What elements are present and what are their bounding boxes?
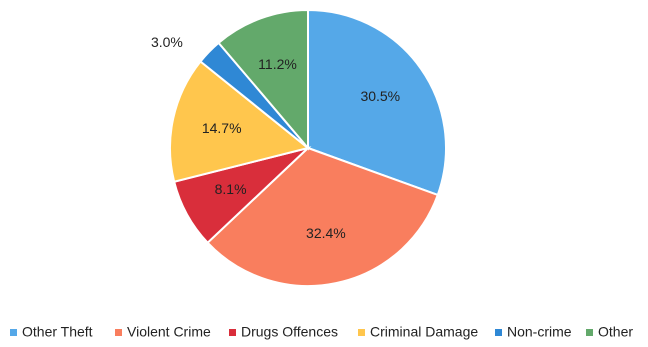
legend-swatch xyxy=(495,329,502,336)
data-label-group: 30.5% 32.4% 8.1% 14.7% 3.0% 11.2% xyxy=(151,34,400,241)
data-label: 32.4% xyxy=(306,225,346,241)
legend-item: Other Theft xyxy=(10,324,93,340)
pie-slice-other-theft xyxy=(307,8,447,197)
legend-swatch xyxy=(358,329,365,336)
legend-label: Other xyxy=(598,324,633,340)
legend-swatch xyxy=(10,329,17,336)
legend-item: Criminal Damage xyxy=(358,324,478,340)
legend-swatch xyxy=(115,329,122,336)
data-label: 11.2% xyxy=(258,56,297,72)
data-label: 30.5% xyxy=(360,88,400,104)
legend-label: Violent Crime xyxy=(127,324,211,340)
pie-slice-other xyxy=(217,8,309,151)
pie-slice-violent-crime xyxy=(206,146,440,287)
legend-label: Other Theft xyxy=(22,324,93,340)
legend-item: Non-crime xyxy=(495,324,572,340)
pie-slice-criminal-damage xyxy=(169,60,311,183)
legend-swatch xyxy=(586,329,593,336)
legend-label: Non-crime xyxy=(507,324,572,340)
legend: Other Theft Violent Crime Drugs Offences Cr… xyxy=(10,324,633,340)
pie-group xyxy=(169,8,447,287)
legend-item: Other xyxy=(586,324,633,340)
data-label: 3.0% xyxy=(151,34,183,50)
legend-label: Criminal Damage xyxy=(370,324,478,340)
legend-label: Drugs Offences xyxy=(241,324,338,340)
data-label: 8.1% xyxy=(215,181,247,197)
data-label: 14.7% xyxy=(202,120,242,136)
legend-item: Drugs Offences xyxy=(229,324,338,340)
legend-swatch xyxy=(229,329,236,336)
legend-item: Violent Crime xyxy=(115,324,211,340)
